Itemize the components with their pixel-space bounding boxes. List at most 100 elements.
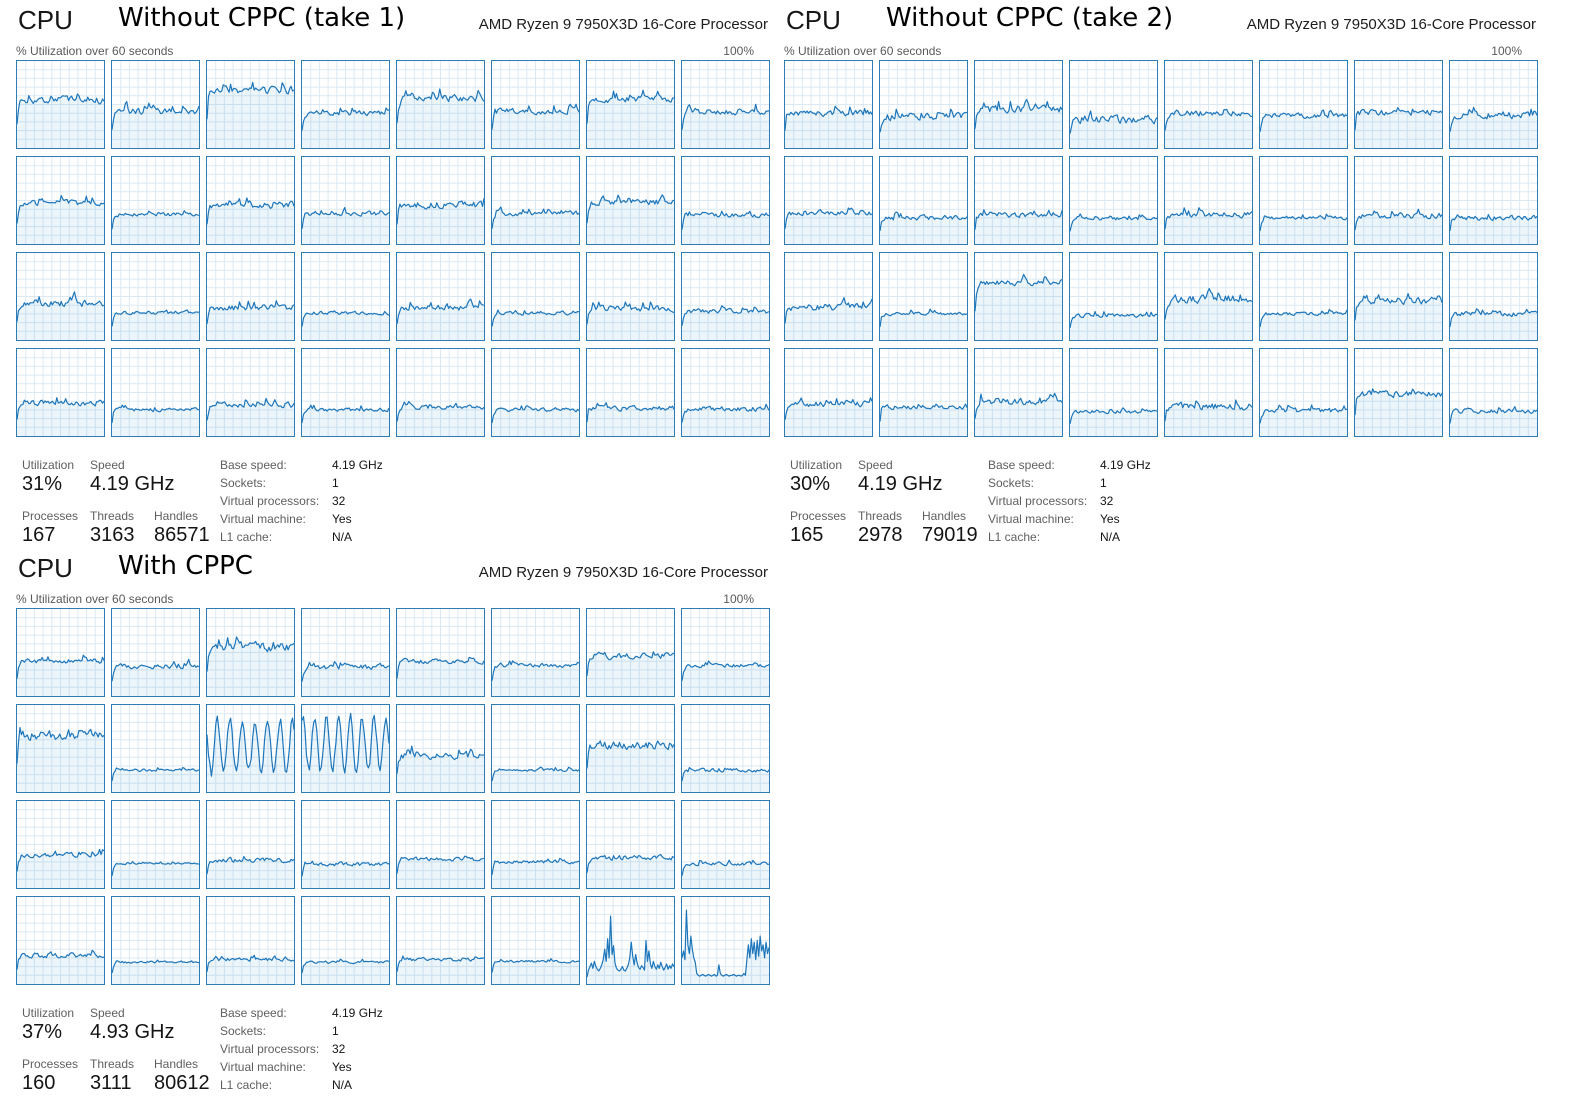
cpu-core-graph-without-cppc-take-1-11[interactable]	[206, 156, 295, 245]
cpu-core-graph-without-cppc-take-2-2[interactable]	[879, 60, 968, 149]
cpu-core-graph-with-cppc-7[interactable]	[586, 608, 675, 697]
cpu-core-graph-with-cppc-22[interactable]	[491, 800, 580, 889]
cpu-core-graph-with-cppc-13[interactable]	[396, 704, 485, 793]
cpu-core-graph-with-cppc-32[interactable]	[681, 896, 770, 985]
cpu-core-graph-without-cppc-take-1-24[interactable]	[681, 252, 770, 341]
cpu-core-graph-without-cppc-take-1-26[interactable]	[111, 348, 200, 437]
cpu-core-graph-without-cppc-take-2-14[interactable]	[1259, 156, 1348, 245]
cpu-core-graph-without-cppc-take-1-9[interactable]	[16, 156, 105, 245]
cpu-core-graph-with-cppc-11[interactable]	[206, 704, 295, 793]
cpu-core-graph-without-cppc-take-2-21[interactable]	[1164, 252, 1253, 341]
cpu-core-graph-with-cppc-15[interactable]	[586, 704, 675, 793]
cpu-core-graph-without-cppc-take-2-17[interactable]	[784, 252, 873, 341]
cpu-core-graph-with-cppc-25[interactable]	[16, 896, 105, 985]
cpu-core-graph-without-cppc-take-2-4[interactable]	[1069, 60, 1158, 149]
cpu-core-graph-with-cppc-27[interactable]	[206, 896, 295, 985]
cpu-core-graph-without-cppc-take-2-25[interactable]	[784, 348, 873, 437]
cpu-core-graph-without-cppc-take-2-18[interactable]	[879, 252, 968, 341]
cpu-core-graph-with-cppc-20[interactable]	[301, 800, 390, 889]
cpu-core-graph-without-cppc-take-2-6[interactable]	[1259, 60, 1348, 149]
cpu-core-graph-without-cppc-take-2-5[interactable]	[1164, 60, 1253, 149]
processes-value: 165	[790, 524, 824, 546]
cpu-core-graph-without-cppc-take-1-5[interactable]	[396, 60, 485, 149]
cpu-core-graph-without-cppc-take-2-19[interactable]	[974, 252, 1063, 341]
cpu-core-graph-with-cppc-6[interactable]	[491, 608, 580, 697]
cpu-core-graph-without-cppc-take-2-11[interactable]	[974, 156, 1063, 245]
cpu-core-graph-without-cppc-take-1-19[interactable]	[206, 252, 295, 341]
cpu-core-graph-without-cppc-take-1-30[interactable]	[491, 348, 580, 437]
cpu-core-graph-without-cppc-take-1-13[interactable]	[396, 156, 485, 245]
cpu-core-graph-without-cppc-take-2-9[interactable]	[784, 156, 873, 245]
cpu-core-graph-with-cppc-18[interactable]	[111, 800, 200, 889]
cpu-core-graph-without-cppc-take-2-7[interactable]	[1354, 60, 1443, 149]
cpu-core-graph-without-cppc-take-2-31[interactable]	[1354, 348, 1443, 437]
cpu-core-graph-without-cppc-take-1-21[interactable]	[396, 252, 485, 341]
cpu-core-graph-with-cppc-19[interactable]	[206, 800, 295, 889]
cpu-core-graph-with-cppc-23[interactable]	[586, 800, 675, 889]
cpu-core-graph-without-cppc-take-1-16[interactable]	[681, 156, 770, 245]
cpu-core-graph-with-cppc-5[interactable]	[396, 608, 485, 697]
cpu-core-graph-with-cppc-1[interactable]	[16, 608, 105, 697]
cpu-core-graph-with-cppc-24[interactable]	[681, 800, 770, 889]
cpu-core-graph-without-cppc-take-2-12[interactable]	[1069, 156, 1158, 245]
cpu-core-graph-without-cppc-take-1-10[interactable]	[111, 156, 200, 245]
cpu-core-graph-without-cppc-take-1-29[interactable]	[396, 348, 485, 437]
cpu-core-graph-with-cppc-31[interactable]	[586, 896, 675, 985]
cpu-core-graph-without-cppc-take-1-31[interactable]	[586, 348, 675, 437]
cpu-core-graph-without-cppc-take-2-30[interactable]	[1259, 348, 1348, 437]
cpu-core-graph-without-cppc-take-2-23[interactable]	[1354, 252, 1443, 341]
cpu-core-graph-without-cppc-take-1-4[interactable]	[301, 60, 390, 149]
cpu-core-graph-without-cppc-take-2-26[interactable]	[879, 348, 968, 437]
cpu-core-graph-without-cppc-take-2-24[interactable]	[1449, 252, 1538, 341]
cpu-core-graph-without-cppc-take-1-8[interactable]	[681, 60, 770, 149]
cpu-core-graph-without-cppc-take-2-27[interactable]	[974, 348, 1063, 437]
cpu-core-graph-without-cppc-take-1-22[interactable]	[491, 252, 580, 341]
cpu-core-graph-without-cppc-take-1-12[interactable]	[301, 156, 390, 245]
cpu-core-graph-with-cppc-4[interactable]	[301, 608, 390, 697]
cpu-core-graph-without-cppc-take-1-27[interactable]	[206, 348, 295, 437]
cpu-core-graph-with-cppc-9[interactable]	[16, 704, 105, 793]
cpu-core-graph-without-cppc-take-2-22[interactable]	[1259, 252, 1348, 341]
cpu-core-graph-without-cppc-take-2-1[interactable]	[784, 60, 873, 149]
cpu-core-graph-without-cppc-take-2-32[interactable]	[1449, 348, 1538, 437]
stat-value: 1	[1100, 476, 1107, 490]
cpu-core-graph-with-cppc-30[interactable]	[491, 896, 580, 985]
cpu-core-graph-without-cppc-take-1-20[interactable]	[301, 252, 390, 341]
cpu-core-graph-with-cppc-8[interactable]	[681, 608, 770, 697]
cpu-core-graph-without-cppc-take-1-14[interactable]	[491, 156, 580, 245]
cpu-core-graph-without-cppc-take-1-28[interactable]	[301, 348, 390, 437]
cpu-core-graph-with-cppc-26[interactable]	[111, 896, 200, 985]
cpu-core-graph-without-cppc-take-2-10[interactable]	[879, 156, 968, 245]
cpu-core-graph-without-cppc-take-2-15[interactable]	[1354, 156, 1443, 245]
cpu-core-graph-without-cppc-take-1-23[interactable]	[586, 252, 675, 341]
cpu-core-graph-with-cppc-16[interactable]	[681, 704, 770, 793]
cpu-core-graph-with-cppc-28[interactable]	[301, 896, 390, 985]
stats-block: Utilization 30% Speed 4.19 GHz Processes…	[790, 455, 1520, 546]
stat-key: Sockets:	[220, 476, 267, 490]
cpu-core-graph-without-cppc-take-1-25[interactable]	[16, 348, 105, 437]
cpu-core-graph-without-cppc-take-2-3[interactable]	[974, 60, 1063, 149]
cpu-core-graph-with-cppc-2[interactable]	[111, 608, 200, 697]
cpu-core-graph-with-cppc-10[interactable]	[111, 704, 200, 793]
cpu-core-graph-without-cppc-take-1-32[interactable]	[681, 348, 770, 437]
cpu-core-graph-with-cppc-14[interactable]	[491, 704, 580, 793]
cpu-core-graph-without-cppc-take-1-1[interactable]	[16, 60, 105, 149]
cpu-core-graph-with-cppc-29[interactable]	[396, 896, 485, 985]
cpu-core-graph-without-cppc-take-1-2[interactable]	[111, 60, 200, 149]
cpu-core-graph-without-cppc-take-1-18[interactable]	[111, 252, 200, 341]
cpu-core-graph-without-cppc-take-2-8[interactable]	[1449, 60, 1538, 149]
cpu-core-graph-without-cppc-take-2-16[interactable]	[1449, 156, 1538, 245]
cpu-core-graph-without-cppc-take-1-7[interactable]	[586, 60, 675, 149]
cpu-core-graph-without-cppc-take-1-6[interactable]	[491, 60, 580, 149]
cpu-core-graph-without-cppc-take-2-13[interactable]	[1164, 156, 1253, 245]
cpu-core-graph-with-cppc-17[interactable]	[16, 800, 105, 889]
cpu-core-graph-with-cppc-12[interactable]	[301, 704, 390, 793]
cpu-core-graph-without-cppc-take-2-28[interactable]	[1069, 348, 1158, 437]
cpu-core-graph-without-cppc-take-2-29[interactable]	[1164, 348, 1253, 437]
cpu-core-graph-without-cppc-take-1-15[interactable]	[586, 156, 675, 245]
cpu-core-graph-with-cppc-21[interactable]	[396, 800, 485, 889]
cpu-core-graph-with-cppc-3[interactable]	[206, 608, 295, 697]
cpu-core-graph-without-cppc-take-2-20[interactable]	[1069, 252, 1158, 341]
cpu-core-graph-without-cppc-take-1-17[interactable]	[16, 252, 105, 341]
cpu-core-graph-without-cppc-take-1-3[interactable]	[206, 60, 295, 149]
